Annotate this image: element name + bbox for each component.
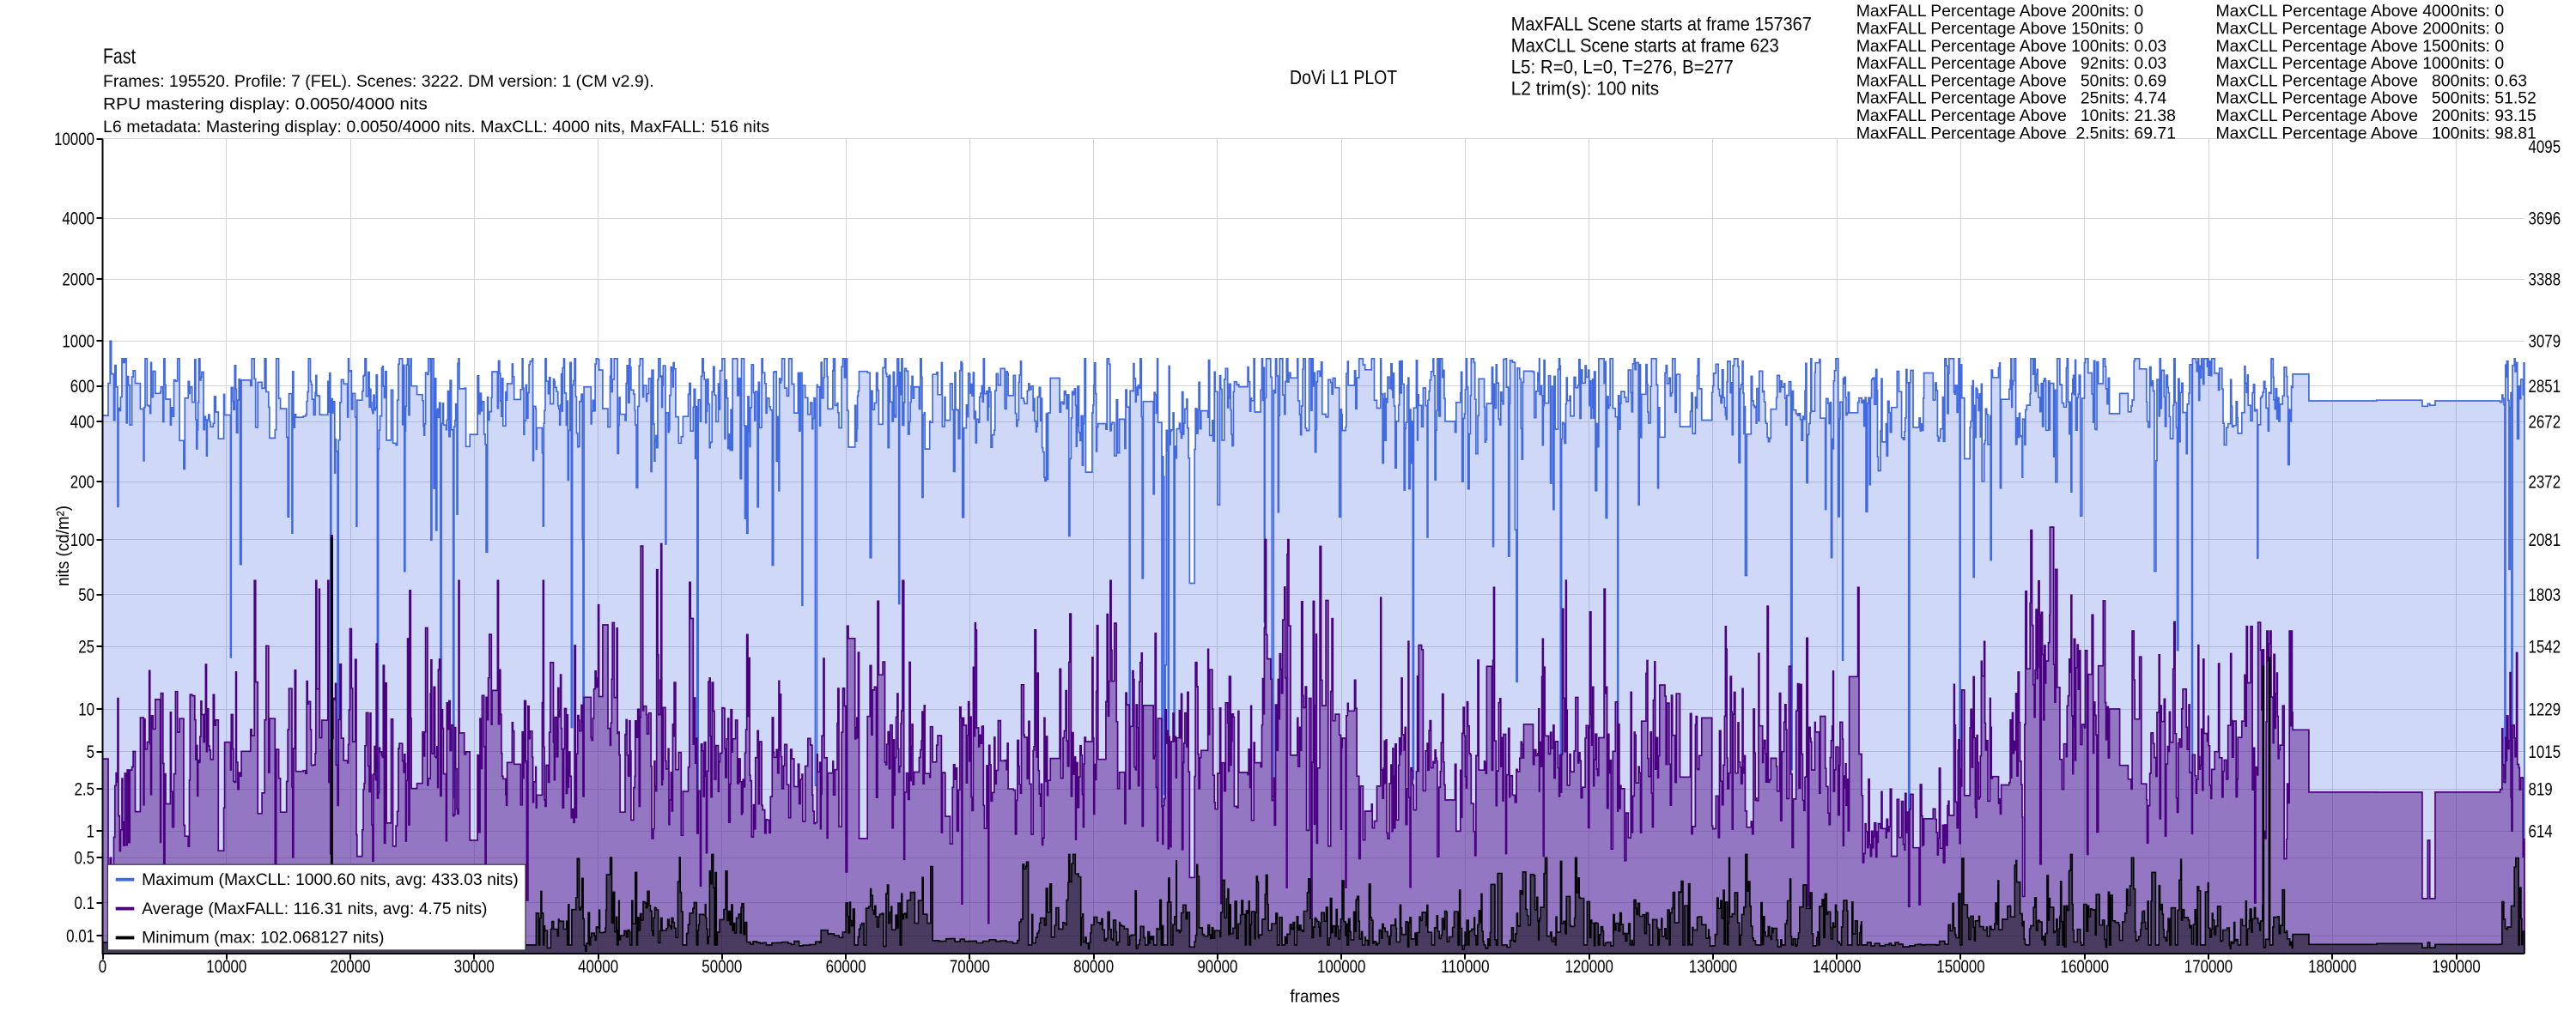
svg-text:4095: 4095 (2529, 137, 2561, 157)
svg-text:MaxCLL Percentage Above 1000ni: MaxCLL Percentage Above 1000nits: 0 (2216, 54, 2505, 73)
svg-text:0.5: 0.5 (75, 849, 95, 869)
svg-text:MaxFALL Percentage Above 50n: MaxFALL Percentage Above 50nits: 0.69 (1856, 71, 2166, 90)
svg-text:Average (MaxFALL: 116.31 nits,: Average (MaxFALL: 116.31 nits, avg: 4.75… (142, 900, 487, 918)
svg-text:400: 400 (70, 413, 94, 433)
svg-text:3696: 3696 (2529, 209, 2561, 228)
svg-text:10000: 10000 (206, 957, 246, 977)
svg-text:MaxFALL Percentage Above 2.5n: MaxFALL Percentage Above 2.5nits: 69.71 (1856, 124, 2176, 142)
svg-text:MaxCLL Scene starts at frame 6: MaxCLL Scene starts at frame 623 (1511, 34, 1779, 56)
svg-text:Minimum (max: 102.068127 nits): Minimum (max: 102.068127 nits) (142, 929, 384, 948)
svg-text:0.01: 0.01 (66, 927, 94, 947)
svg-text:60000: 60000 (826, 957, 866, 977)
svg-text:1015: 1015 (2529, 742, 2561, 762)
svg-text:70000: 70000 (950, 957, 990, 977)
svg-text:50: 50 (78, 585, 94, 605)
svg-text:L2 trim(s): 100 nits: L2 trim(s): 100 nits (1511, 78, 1659, 100)
svg-text:3079: 3079 (2529, 331, 2561, 351)
svg-text:160000: 160000 (2061, 957, 2109, 977)
svg-text:40000: 40000 (578, 957, 618, 977)
svg-text:25: 25 (78, 638, 94, 657)
svg-text:2672: 2672 (2529, 413, 2561, 433)
svg-text:L6 metadata: Mastering display: L6 metadata: Mastering display: 0.0050/4… (103, 118, 769, 136)
svg-text:20000: 20000 (331, 957, 371, 977)
svg-text:30000: 30000 (454, 957, 495, 977)
svg-text:MaxFALL Percentage Above 92n: MaxFALL Percentage Above 92nits: 0.03 (1856, 54, 2166, 73)
svg-text:120000: 120000 (1565, 957, 1613, 977)
svg-text:MaxFALL Percentage Above 100ni: MaxFALL Percentage Above 100nits: 0.03 (1856, 37, 2166, 56)
svg-text:1229: 1229 (2529, 700, 2561, 720)
svg-text:130000: 130000 (1689, 957, 1737, 977)
svg-text:80000: 80000 (1073, 957, 1114, 977)
svg-text:10: 10 (78, 700, 94, 720)
svg-text:50000: 50000 (702, 957, 742, 977)
svg-text:MaxFALL Percentage Above 10n: MaxFALL Percentage Above 10nits: 21.38 (1856, 106, 2176, 125)
svg-text:4000: 4000 (62, 209, 94, 228)
svg-text:819: 819 (2529, 780, 2553, 800)
svg-text:150000: 150000 (1936, 957, 1984, 977)
svg-text:MaxCLL Percentage Above 1500ni: MaxCLL Percentage Above 1500nits: 0 (2216, 37, 2505, 56)
svg-text:0: 0 (99, 957, 106, 977)
svg-text:10000: 10000 (54, 130, 94, 149)
svg-text:140000: 140000 (1813, 957, 1861, 977)
svg-text:MaxFALL Percentage Above 150ni: MaxFALL Percentage Above 150nits: 0 (1856, 20, 2144, 39)
svg-text:MaxCLL Percentage Above 800n: MaxCLL Percentage Above 800nits: 0.63 (2216, 71, 2528, 90)
svg-text:RPU mastering display: 0.0050/: RPU mastering display: 0.0050/4000 nits (103, 94, 428, 113)
svg-text:MaxFALL Percentage Above 25n: MaxFALL Percentage Above 25nits: 4.74 (1856, 89, 2167, 108)
svg-text:MaxCLL Percentage Above 4000ni: MaxCLL Percentage Above 4000nits: 0 (2216, 2, 2505, 21)
svg-text:1803: 1803 (2529, 585, 2561, 605)
svg-text:Maximum (MaxCLL: 1000.60 nits,: Maximum (MaxCLL: 1000.60 nits, avg: 433.… (142, 870, 519, 889)
svg-text:MaxFALL Scene starts at frame: MaxFALL Scene starts at frame 157367 (1511, 13, 1812, 34)
svg-text:180000: 180000 (2308, 957, 2356, 977)
svg-text:100000: 100000 (1317, 957, 1365, 977)
svg-text:1000: 1000 (62, 331, 94, 351)
svg-text:110000: 110000 (1441, 957, 1489, 977)
svg-text:614: 614 (2529, 822, 2553, 842)
svg-text:MaxCLL Percentage Above 500n: MaxCLL Percentage Above 500nits: 51.52 (2216, 89, 2537, 108)
svg-text:L5: R=0, L=0, T=276, B=277: L5: R=0, L=0, T=276, B=277 (1511, 57, 1734, 78)
svg-text:1: 1 (87, 822, 94, 842)
svg-text:170000: 170000 (2184, 957, 2233, 977)
svg-text:2081: 2081 (2529, 530, 2561, 550)
svg-text:90000: 90000 (1197, 957, 1237, 977)
svg-text:nits (cd/m²): nits (cd/m²) (54, 506, 73, 586)
svg-text:5: 5 (87, 742, 94, 762)
svg-text:DoVi L1 PLOT: DoVi L1 PLOT (1290, 66, 1397, 88)
svg-text:3388: 3388 (2529, 270, 2561, 290)
svg-text:MaxCLL Percentage Above 100n: MaxCLL Percentage Above 100nits: 98.81 (2216, 124, 2537, 142)
svg-text:2851: 2851 (2529, 377, 2561, 397)
svg-text:2.5: 2.5 (75, 780, 95, 800)
svg-text:190000: 190000 (2432, 957, 2480, 977)
svg-text:frames: frames (1290, 988, 1340, 1007)
svg-text:0.1: 0.1 (75, 894, 95, 913)
svg-text:1542: 1542 (2529, 638, 2561, 657)
svg-text:MaxCLL Percentage Above 200n: MaxCLL Percentage Above 200nits: 93.15 (2216, 106, 2537, 125)
svg-text:100: 100 (70, 530, 94, 550)
svg-text:2000: 2000 (62, 270, 94, 290)
svg-text:MaxCLL Percentage Above 2000ni: MaxCLL Percentage Above 2000nits: 0 (2216, 20, 2505, 39)
svg-text:Fast: Fast (103, 45, 136, 69)
svg-text:Frames: 195520. Profile: 7 (FE: Frames: 195520. Profile: 7 (FEL). Scenes… (103, 72, 654, 91)
svg-text:MaxFALL Percentage Above 200ni: MaxFALL Percentage Above 200nits: 0 (1856, 2, 2144, 21)
svg-text:200: 200 (70, 472, 94, 492)
svg-text:600: 600 (70, 377, 94, 397)
svg-text:2372: 2372 (2529, 472, 2561, 492)
